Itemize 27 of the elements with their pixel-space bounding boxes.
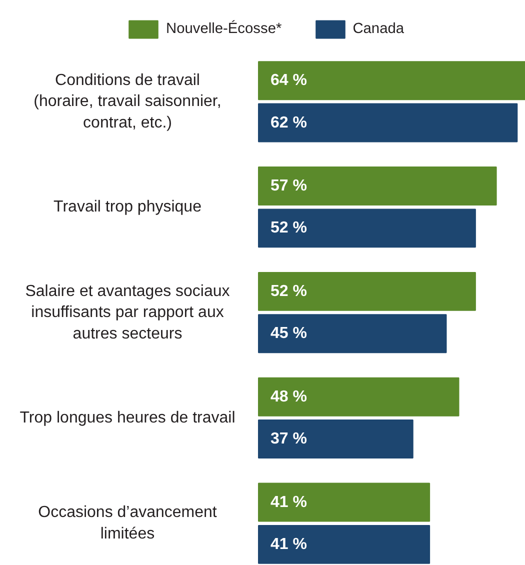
data-label: 64 % (270, 72, 307, 90)
legend-label: Nouvelle-Écosse* (166, 21, 282, 37)
data-label: 52 % (270, 282, 307, 300)
bar (258, 166, 497, 206)
bar (258, 61, 525, 100)
bar (258, 314, 447, 354)
data-label: 62 % (270, 114, 307, 132)
bar (258, 524, 430, 564)
data-label: 41 % (270, 536, 307, 553)
bar (258, 482, 430, 522)
y-tick-label: Trop longues heures de travail (20, 409, 236, 426)
y-tick-label: Conditions de travail (horaire, travail saisonnier, contrat, etc.) (34, 72, 222, 132)
bar (258, 272, 476, 311)
y-tick-label: Occasions d’avancement limitées (38, 504, 218, 542)
bar (258, 103, 518, 142)
bar (258, 420, 414, 458)
data-label: 57 % (270, 178, 307, 195)
bar (258, 377, 460, 416)
data-label: 52 % (270, 220, 307, 237)
data-label: 45 % (270, 325, 307, 342)
bar (258, 208, 476, 248)
data-label: 41 % (270, 494, 307, 511)
data-label: 37 % (270, 430, 307, 448)
y-tick-label: Travail trop physique (54, 198, 202, 216)
legend-label: Canada (352, 21, 404, 37)
data-label: 48 % (270, 388, 307, 406)
y-tick-label: Salaire et avantages sociaux insuffisants par rapport aux autres secteurs (25, 282, 230, 342)
